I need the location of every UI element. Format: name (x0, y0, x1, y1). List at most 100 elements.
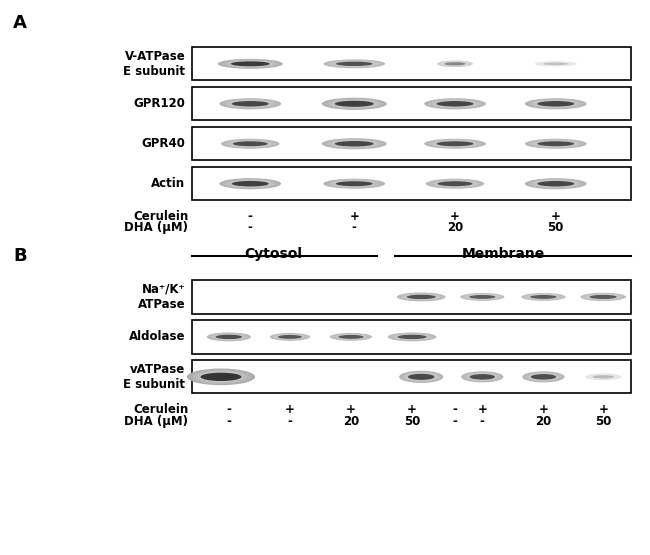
Ellipse shape (460, 293, 504, 301)
Ellipse shape (444, 62, 465, 65)
Ellipse shape (223, 99, 278, 109)
Ellipse shape (406, 294, 437, 300)
Ellipse shape (463, 372, 501, 382)
Text: A: A (13, 14, 27, 32)
Ellipse shape (324, 59, 385, 68)
Ellipse shape (551, 143, 561, 144)
Ellipse shape (274, 334, 306, 340)
Ellipse shape (199, 371, 243, 382)
Ellipse shape (436, 101, 473, 107)
Ellipse shape (590, 374, 617, 380)
Ellipse shape (429, 179, 481, 188)
Ellipse shape (322, 138, 387, 149)
Ellipse shape (220, 335, 238, 339)
Ellipse shape (404, 372, 438, 381)
Ellipse shape (537, 101, 575, 107)
Ellipse shape (588, 374, 619, 380)
Ellipse shape (536, 180, 575, 187)
Ellipse shape (216, 335, 242, 339)
Ellipse shape (233, 61, 267, 67)
Ellipse shape (408, 295, 434, 299)
Ellipse shape (212, 334, 246, 340)
Ellipse shape (220, 178, 281, 189)
Ellipse shape (527, 372, 560, 381)
Ellipse shape (345, 336, 357, 338)
Ellipse shape (447, 182, 463, 185)
Ellipse shape (402, 294, 439, 300)
Ellipse shape (338, 181, 370, 186)
Ellipse shape (224, 139, 276, 148)
Text: Actin: Actin (151, 177, 185, 190)
Ellipse shape (324, 179, 385, 189)
Ellipse shape (346, 182, 363, 185)
Text: 50: 50 (404, 415, 421, 428)
Ellipse shape (335, 334, 367, 340)
Ellipse shape (526, 294, 560, 300)
Ellipse shape (235, 141, 265, 147)
Ellipse shape (540, 376, 547, 378)
Ellipse shape (446, 62, 464, 65)
Ellipse shape (440, 181, 470, 186)
Ellipse shape (330, 333, 372, 341)
Ellipse shape (523, 371, 564, 382)
Ellipse shape (399, 335, 425, 339)
Ellipse shape (540, 101, 572, 107)
Ellipse shape (214, 334, 243, 340)
Ellipse shape (331, 60, 378, 67)
Ellipse shape (469, 374, 495, 380)
Ellipse shape (474, 375, 491, 379)
Ellipse shape (439, 101, 471, 107)
Ellipse shape (537, 141, 575, 146)
Text: DHA (μM): DHA (μM) (125, 415, 188, 428)
Ellipse shape (338, 335, 364, 339)
Text: Cytosol: Cytosol (244, 247, 302, 261)
Ellipse shape (528, 139, 583, 148)
Ellipse shape (415, 375, 428, 379)
Ellipse shape (399, 371, 443, 383)
Ellipse shape (229, 60, 271, 67)
Ellipse shape (597, 296, 610, 298)
Ellipse shape (396, 292, 446, 301)
Ellipse shape (530, 374, 557, 380)
Ellipse shape (342, 181, 367, 186)
Ellipse shape (441, 61, 469, 67)
Ellipse shape (532, 99, 579, 108)
Ellipse shape (418, 376, 424, 378)
Ellipse shape (336, 62, 373, 66)
Ellipse shape (543, 181, 568, 186)
Ellipse shape (547, 182, 564, 185)
Ellipse shape (521, 293, 566, 301)
Ellipse shape (406, 336, 419, 338)
Ellipse shape (238, 181, 263, 186)
Ellipse shape (537, 62, 575, 66)
Text: DHA (μM): DHA (μM) (125, 221, 188, 234)
Ellipse shape (287, 336, 293, 337)
Ellipse shape (412, 375, 430, 379)
Ellipse shape (466, 372, 499, 381)
Ellipse shape (245, 103, 255, 105)
Ellipse shape (187, 369, 255, 385)
Ellipse shape (242, 102, 259, 105)
Bar (192, 47, 630, 80)
Ellipse shape (428, 139, 482, 148)
Text: +: + (346, 403, 356, 416)
Ellipse shape (424, 98, 486, 109)
Ellipse shape (536, 140, 575, 147)
Ellipse shape (332, 334, 370, 340)
Ellipse shape (407, 295, 436, 299)
Ellipse shape (535, 375, 552, 379)
Ellipse shape (547, 63, 564, 65)
Ellipse shape (580, 293, 626, 301)
Ellipse shape (530, 295, 556, 299)
Ellipse shape (218, 59, 283, 69)
Ellipse shape (436, 180, 474, 187)
Ellipse shape (211, 375, 231, 379)
Text: B: B (13, 247, 27, 265)
Text: -: - (248, 221, 253, 234)
Text: -: - (226, 415, 231, 428)
Ellipse shape (241, 62, 259, 65)
Ellipse shape (330, 99, 379, 108)
Ellipse shape (338, 62, 370, 66)
Text: -: - (452, 415, 458, 428)
Ellipse shape (543, 142, 568, 146)
